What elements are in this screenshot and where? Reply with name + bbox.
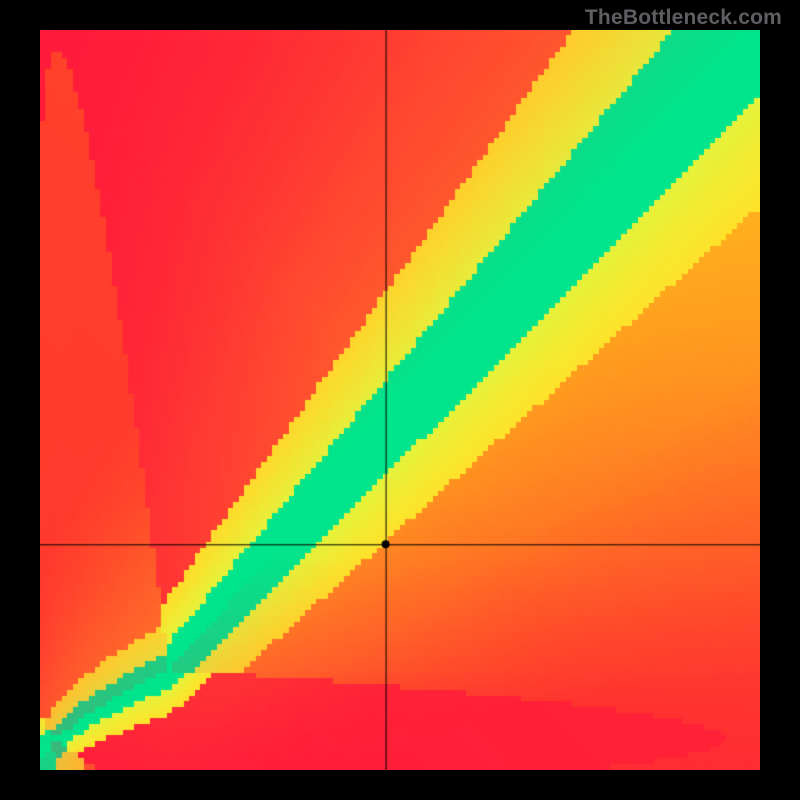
bottleneck-heatmap — [40, 30, 760, 770]
watermark-text: TheBottleneck.com — [585, 6, 782, 30]
